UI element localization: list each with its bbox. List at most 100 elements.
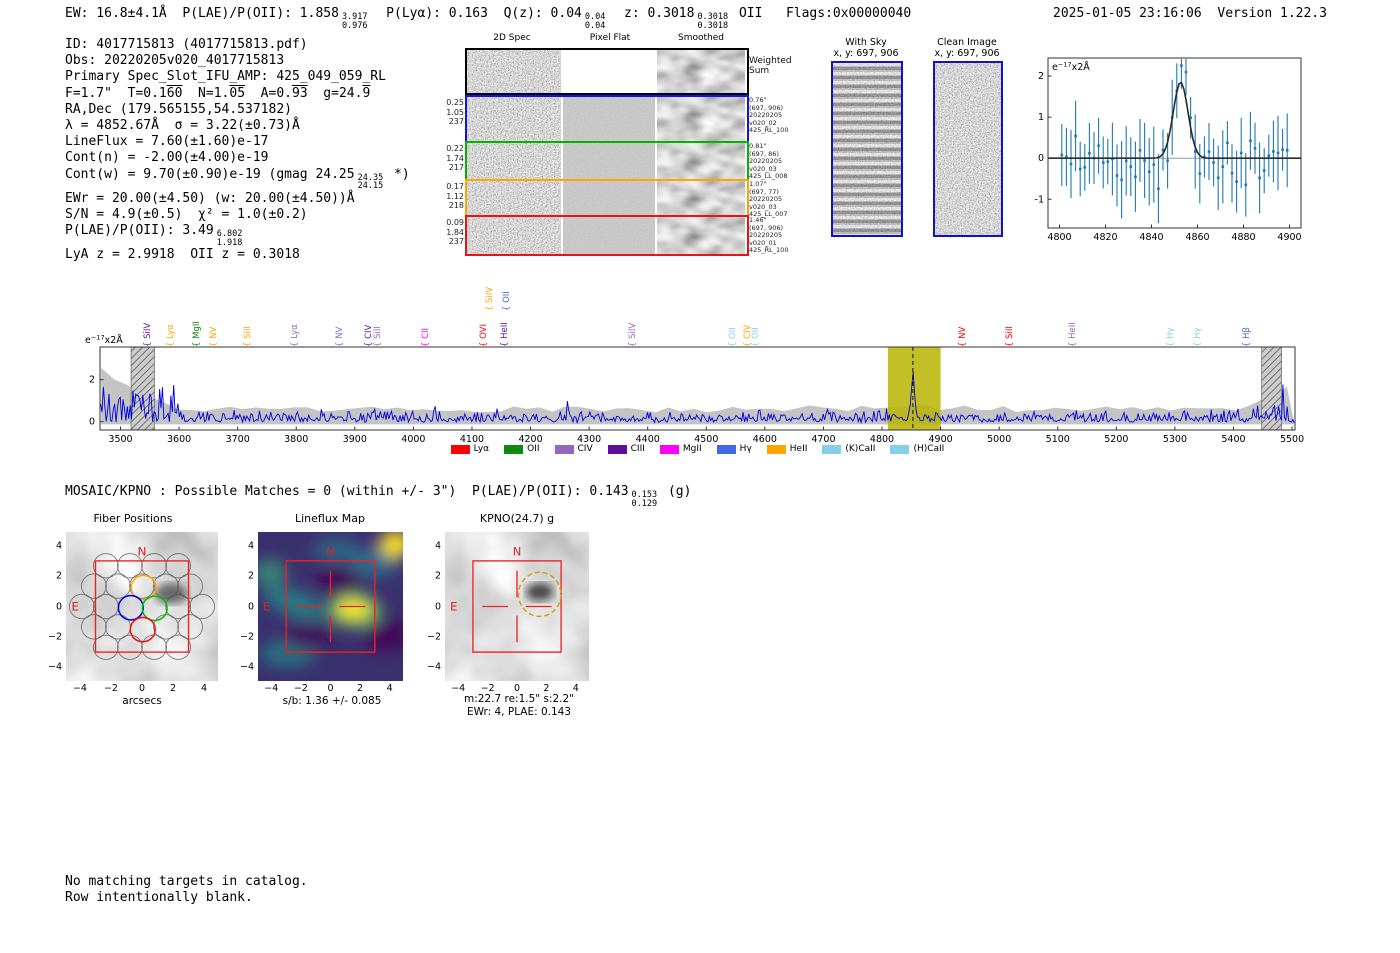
info-line-id: ID: 4017715813 (4017715813.pdf)	[65, 37, 308, 52]
main-x-tick-label: 5200	[1104, 434, 1128, 445]
legend-item-hγ: Hγ	[716, 444, 752, 454]
main-x-tick-label: 5000	[987, 434, 1011, 445]
north-label: N	[326, 544, 335, 558]
spec2d-cell-noise	[467, 97, 561, 141]
cutout-x-tick-label: 4	[201, 683, 208, 694]
legend-label: OII	[527, 444, 540, 454]
col-header-smoothed: Smoothed	[678, 33, 724, 43]
cutout-y-tick-label: 0	[247, 601, 254, 612]
cutout-y-tick-label: −4	[426, 661, 441, 673]
main-x-tick-label: 5400	[1221, 434, 1245, 445]
cutout-y-tick-label: −2	[426, 631, 441, 643]
cutout-y-tick-label: 4	[434, 540, 441, 552]
main-x-tick-label: 5500	[1280, 434, 1304, 445]
cutout-x-tick-label: −2	[103, 683, 118, 694]
legend-swatch	[890, 444, 910, 454]
cutout-y-tick-label: 0	[434, 601, 441, 612]
masked-region	[130, 346, 155, 431]
cutout-x-tick-label: 0	[513, 683, 521, 694]
col-header-2d-spec: 2D Spec	[493, 33, 531, 43]
kpno-title: KPNO(24.7) g	[479, 512, 555, 525]
spec2d-cell-flat	[563, 181, 655, 215]
fiber-xaxis-label: arcsecs	[122, 695, 162, 707]
cutout-y-tick-label: 2	[55, 570, 62, 582]
main-x-tick-label: 4500	[694, 434, 718, 445]
zoom-x-tick-label: 4800	[1047, 232, 1071, 243]
fiber-row-weights: 0.17 1.12 218	[446, 182, 464, 211]
zoom-x-tick-label: 4900	[1277, 232, 1301, 243]
cutout-y-tick-label: −2	[47, 631, 62, 643]
legend-label: (H)CaII	[913, 444, 945, 454]
legend-swatch	[716, 444, 736, 454]
spec2d-cell-blank	[563, 50, 655, 93]
footer-note: No matching targets in catalog. Row inte…	[65, 874, 308, 905]
stacked-hi-lo-value: 0.04 0.04	[584, 12, 606, 31]
main-units-annotation: e−17x2Å	[85, 334, 123, 347]
main-x-tick-label: 4400	[636, 434, 660, 445]
kpno-caption-2: EWr: 4, PLAE: 0.143	[466, 706, 572, 718]
cutout-x-tick-label: −2	[293, 683, 308, 694]
main-x-tick-label: 3900	[343, 434, 367, 445]
main-x-tick-label: 4300	[577, 434, 601, 445]
info-line-primary-spec: Primary Spec_Slot_IFU_AMP: 425_049_059_R…	[65, 69, 386, 85]
report-timestamp: 2025-01-05 23:16:06	[1053, 6, 1202, 21]
info-line-obs: Obs: 20220205v020_4017715813	[65, 53, 285, 69]
fiber-circle-blue	[117, 594, 145, 621]
info-line-wavelength: λ = 4852.67Å σ = 3.22(±0.73)Å	[65, 118, 300, 134]
spec2d-fiber-row: 0.17 1.12 218 1.07" (697, 77) 20220205 v020_0…	[446, 179, 788, 218]
cutout-y-tick-label: 4	[247, 540, 254, 552]
spec2d-fiber-row: 0.22 1.74 217 0.81" (697, 86) 20220205 v020_0…	[446, 141, 788, 181]
cutout-x-tick-label: −2	[480, 683, 495, 694]
legend-swatch	[659, 444, 679, 454]
east-label: E	[263, 599, 270, 613]
line-label-siiv: { SiIV	[485, 286, 496, 311]
legend-label: CIV	[577, 444, 593, 454]
extraction-box	[94, 560, 190, 653]
main-x-tick-label: 4700	[811, 434, 835, 445]
east-label: E	[71, 599, 79, 613]
legend-swatch	[766, 444, 786, 454]
legend-item-(k)caii: (K)CaII	[822, 444, 875, 454]
main-x-tick-label: 4100	[460, 434, 484, 445]
legend-label: (K)CaII	[845, 444, 876, 454]
spec2d-cell-noise	[467, 50, 561, 93]
legend-swatch	[554, 444, 574, 454]
footer-line-1: No matching targets in catalog.	[65, 874, 308, 889]
header-timestamp-version: 2025-01-05 23:16:06 Version 1.22.3	[1053, 6, 1327, 21]
spec2d-cell-noise	[467, 181, 561, 215]
info-line-plae-poii: P(LAE)/P(OII): 3.49 6.802 1.918	[65, 223, 243, 248]
legend-swatch	[822, 444, 842, 454]
cutout-x-tick-label: 0	[327, 683, 334, 694]
main-y-tick-label: 0	[89, 417, 95, 428]
main-x-tick-label: 4900	[929, 434, 953, 445]
info-line-lineflux: LineFlux = 7.60(±1.60)e-17	[65, 134, 269, 150]
legend-label: MgII	[682, 444, 702, 454]
spec2d-cell-smoothed	[657, 143, 745, 179]
spec2d-weighted-sum-row: Weighted Sum	[465, 48, 792, 95]
stacked-hi-lo-value: 24.35 24.15	[357, 172, 384, 192]
lineflux-map-image: N E	[252, 530, 412, 681]
fiber-circle-green	[141, 595, 168, 622]
footer-line-2: Row intentionally blank.	[65, 889, 253, 905]
spec2d-cell-smoothed	[657, 97, 745, 141]
stacked-hi-lo-value: 6.802 1.918	[216, 229, 243, 248]
main-x-tick-label: 3500	[108, 434, 132, 445]
cutout-x-tick-label: −4	[72, 683, 87, 694]
crosshair	[295, 570, 366, 643]
cutout-x-tick-label: 4	[386, 683, 393, 694]
zoom-y-tick-label: -1	[1035, 194, 1044, 205]
legend-item-lyα: Lyα	[450, 444, 489, 454]
info-line-ewr: EWr = 20.00(±4.50) (w: 20.00(±4.50))Å	[65, 190, 355, 206]
cutout-y-tick-label: 0	[55, 601, 62, 612]
mosaic-kpno-line: MOSAIC/KPNO : Possible Matches = 0 (with…	[65, 484, 692, 509]
legend-item-(h)caii: (H)CaII	[890, 444, 944, 454]
legend-swatch	[450, 444, 470, 454]
zoom-y-tick-label: 1	[1038, 112, 1044, 123]
spec2d-cell-smoothed	[657, 181, 745, 215]
zoom-y-tick-label: 0	[1038, 153, 1044, 164]
zoom-x-tick-label: 4840	[1139, 232, 1163, 243]
cutout-x-tick-label: 0	[138, 683, 146, 694]
main-x-tick-label: 3800	[284, 434, 308, 445]
east-label: E	[450, 599, 457, 613]
